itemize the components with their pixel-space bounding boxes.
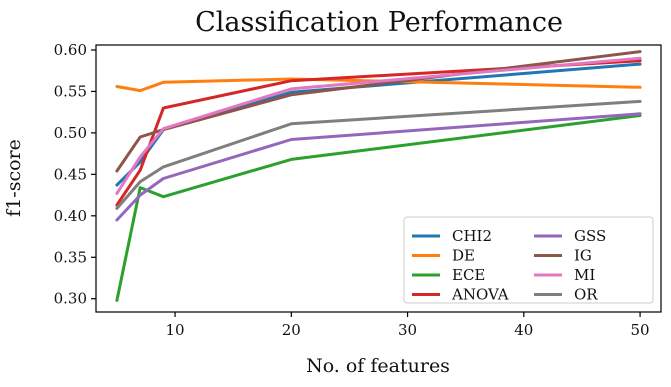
x-tick-label: 50 [631,321,650,339]
y-axis: 0.30 0.35 0.40 0.45 0.50 0.55 0.60 [54,41,96,308]
y-tick-label: 0.45 [54,165,87,183]
legend-label-de: DE [452,247,475,265]
y-tick-label: 0.50 [54,124,87,142]
series-line-ece [115,114,642,302]
x-tick-label: 20 [282,321,301,339]
legend-label-ece: ECE [452,266,485,284]
plot-lines [115,50,642,302]
chart-title: Classification Performance [195,7,563,38]
legend-label-ig: IG [574,247,592,265]
y-tick-label: 0.60 [54,41,87,59]
plot-frame [95,44,662,313]
x-axis-label: No. of features [306,355,450,377]
series-line-or [115,99,642,210]
y-tick-label: 0.55 [54,82,87,100]
legend-label-chi2: CHI2 [452,227,492,245]
x-tick-label: 30 [398,321,417,339]
y-tick-label: 0.40 [54,207,87,225]
series-line-gss [115,112,642,222]
y-tick-label: 0.35 [54,248,87,266]
x-axis: 10 20 30 40 50 [166,312,650,339]
y-tick-label: 0.30 [54,290,87,308]
x-tick-label: 40 [514,321,533,339]
series-line-anova [115,59,642,207]
y-axis-label: f1-score [3,139,25,217]
legend-label-or: OR [574,286,598,304]
legend-label-gss: GSS [574,227,606,245]
legend-box [403,216,654,304]
x-tick-label: 10 [166,321,185,339]
legend-label-anova: ANOVA [451,286,509,304]
series-line-mi [115,56,642,195]
legend-label-mi: MI [574,266,595,284]
